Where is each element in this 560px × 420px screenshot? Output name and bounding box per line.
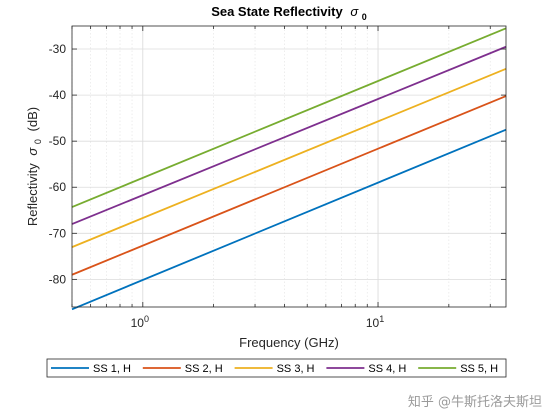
x-axis-label: Frequency (GHz) bbox=[239, 335, 339, 350]
series-line-4 bbox=[71, 45, 507, 225]
y-axis-label-prefix: Reflectivity bbox=[25, 163, 40, 226]
axis-ticks: -80 -70 -60 -50 -40 -30 100 101 bbox=[49, 26, 506, 330]
chart-title-text: Sea State Reflectivity bbox=[211, 4, 343, 19]
chart-title: Sea State Reflectivity σ 0 bbox=[211, 4, 367, 22]
series-line-2 bbox=[71, 95, 507, 276]
y-tick-label: -50 bbox=[49, 134, 67, 148]
series-line-3 bbox=[71, 68, 507, 248]
y-tick-label: -80 bbox=[49, 272, 67, 286]
legend-label-1: SS 1, H bbox=[93, 363, 131, 375]
series-line-5 bbox=[71, 27, 507, 208]
y-tick-label: -40 bbox=[49, 88, 67, 102]
axes-box bbox=[71, 25, 507, 308]
watermark: 知乎 @牛斯托洛夫斯坦 bbox=[407, 395, 542, 410]
chart-title-subscript: 0 bbox=[362, 12, 367, 22]
chart-title-symbol: σ bbox=[350, 4, 359, 19]
legend-label-3: SS 3, H bbox=[277, 363, 315, 375]
legend-items: SS 1, H SS 2, H SS 3, H SS 4, H SS 5, H bbox=[51, 363, 498, 375]
legend-box bbox=[46, 358, 507, 378]
y-axis-label: Reflectivity σ 0 (dB) bbox=[25, 107, 44, 226]
series-lines bbox=[71, 27, 507, 311]
x-tick-label: 100 bbox=[131, 314, 149, 330]
grid-lines bbox=[71, 26, 506, 307]
series-line-1 bbox=[71, 128, 507, 311]
y-tick-label: -30 bbox=[49, 42, 67, 56]
legend: SS 1, H SS 2, H SS 3, H SS 4, H SS 5, H bbox=[46, 358, 507, 378]
x-tick-label: 101 bbox=[366, 314, 384, 330]
legend-label-2: SS 2, H bbox=[185, 363, 223, 375]
legend-label-5: SS 5, H bbox=[460, 363, 498, 375]
y-axis-label-symbol: σ bbox=[25, 147, 40, 156]
y-tick-label: -60 bbox=[49, 180, 67, 194]
legend-label-4: SS 4, H bbox=[368, 363, 406, 375]
y-axis-label-suffix: (dB) bbox=[25, 107, 40, 132]
y-axis-label-subscript: 0 bbox=[33, 139, 43, 144]
y-tick-label: -70 bbox=[49, 226, 67, 240]
